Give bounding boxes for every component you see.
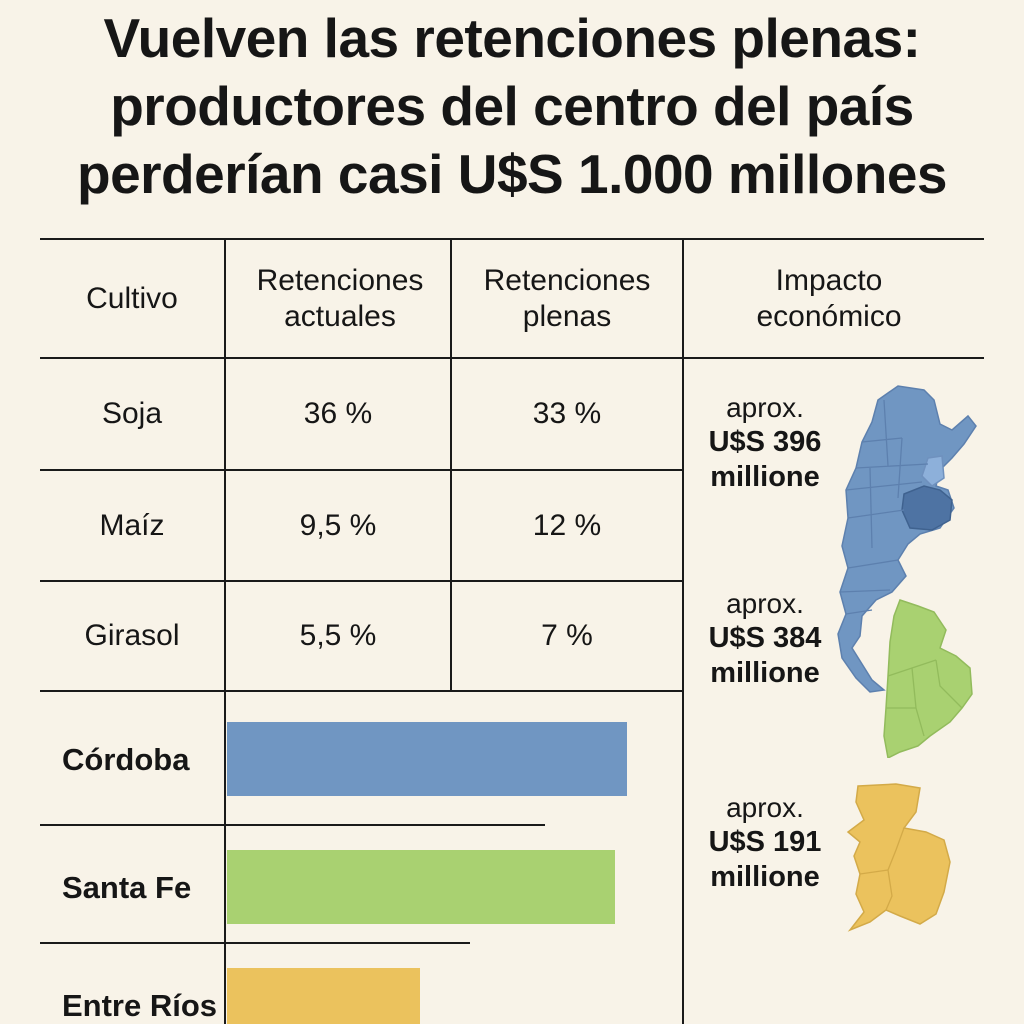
page-title: Vuelven las retenciones plenas: producto… bbox=[20, 4, 1004, 208]
impact-entre-rios-amount: U$S 191 bbox=[708, 826, 822, 858]
title-line-1: Vuelven las retenciones plenas: bbox=[103, 7, 921, 69]
row-maiz-plena: 12 % bbox=[532, 508, 602, 542]
row-rule-3 bbox=[40, 690, 684, 692]
row-rule-1 bbox=[40, 469, 684, 471]
impact-entre-rios-unit: millione bbox=[710, 861, 820, 893]
row-maiz-crop: Maíz bbox=[99, 508, 165, 542]
column-divider-1 bbox=[224, 238, 226, 1024]
bar-rule-2 bbox=[40, 942, 470, 944]
title-line-3: perderían casi U$S 1.000 millones bbox=[76, 143, 948, 205]
column-divider-3 bbox=[682, 238, 684, 1024]
entre-rios-map-icon bbox=[846, 783, 951, 932]
argentina-map-icon bbox=[837, 385, 977, 693]
column-divider-2 bbox=[450, 238, 452, 691]
row-girasol-plena: 7 % bbox=[541, 619, 593, 652]
santa-fe-map-icon bbox=[883, 599, 973, 758]
impact-santa-fe-amount: U$S 384 bbox=[708, 622, 822, 654]
bar-label-santa-fe: Santa Fe bbox=[62, 870, 191, 905]
impact-santa-fe-unit: millione bbox=[710, 657, 820, 689]
impact-cordoba: aprox. U$S 396 millione bbox=[690, 390, 840, 495]
header-bottom-rule bbox=[40, 357, 984, 359]
header-retenciones-actuales: Retenciones actuales bbox=[256, 263, 424, 333]
impact-entre-rios-prefix: aprox. bbox=[726, 792, 804, 823]
bar-label-entre-rios: Entre Ríos bbox=[62, 988, 217, 1023]
impact-cordoba-prefix: aprox. bbox=[726, 392, 804, 423]
row-rule-2 bbox=[40, 580, 684, 582]
row-soja-actual: 36 % bbox=[303, 397, 373, 430]
table-top-rule bbox=[40, 238, 984, 240]
impact-cordoba-amount: U$S 396 bbox=[708, 426, 822, 458]
impact-santa-fe: aprox. U$S 384 millione bbox=[690, 586, 840, 691]
header-retenciones-plenas: Retenciones plenas bbox=[483, 263, 651, 333]
bar-cordoba bbox=[227, 722, 627, 796]
bar-label-cordoba: Córdoba bbox=[62, 742, 190, 777]
impact-santa-fe-prefix: aprox. bbox=[726, 588, 804, 619]
title-line-2: productores del centro del país bbox=[110, 75, 914, 137]
header-impacto-economico: Impacto económico bbox=[756, 263, 902, 333]
province-bar-chart: Córdoba Santa Fe Entre Ríos bbox=[62, 722, 627, 1024]
impact-cordoba-unit: millione bbox=[710, 461, 820, 493]
row-girasol-crop: Girasol bbox=[84, 619, 180, 652]
row-soja-crop: Soja bbox=[101, 397, 163, 430]
row-maiz-actual: 9,5 % bbox=[299, 508, 377, 542]
bar-santa-fe bbox=[227, 850, 615, 924]
header-cultivo: Cultivo bbox=[86, 281, 178, 315]
row-girasol-actual: 5,5 % bbox=[299, 619, 377, 652]
bar-entre-rios bbox=[227, 968, 420, 1024]
impact-entre-rios: aprox. U$S 191 millione bbox=[690, 790, 840, 895]
bar-rule-1 bbox=[40, 824, 545, 826]
row-soja-plena: 33 % bbox=[532, 397, 602, 430]
